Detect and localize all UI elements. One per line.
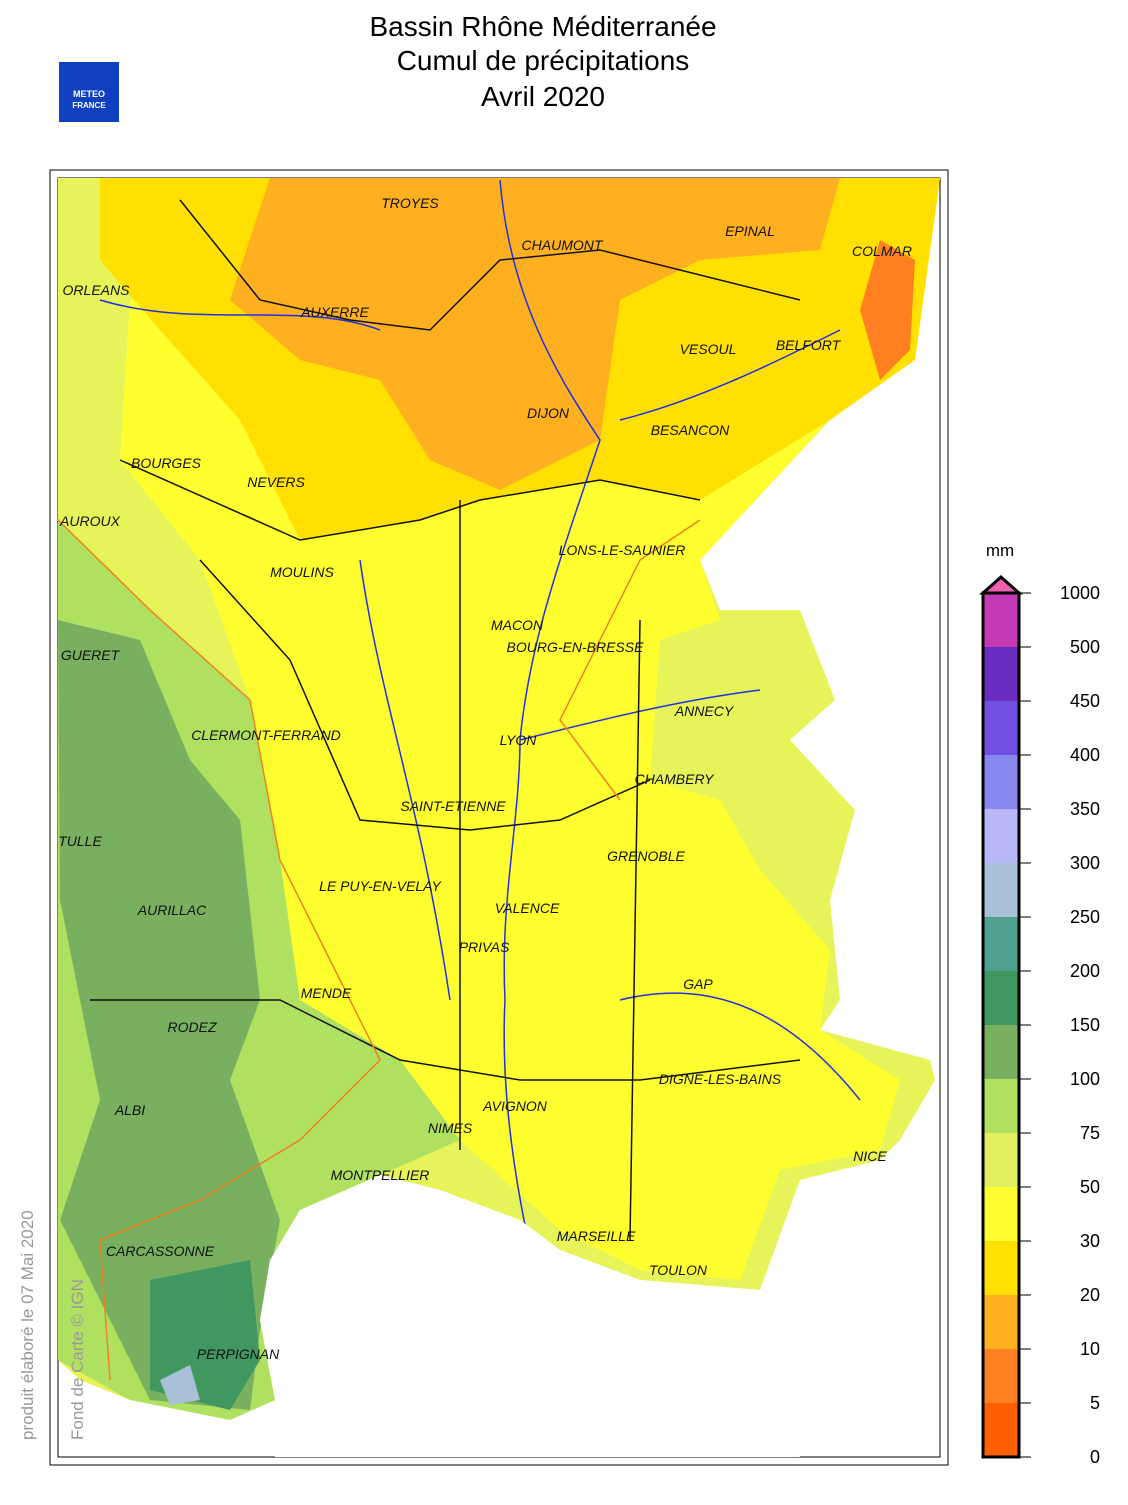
city-label: NEVERS <box>247 474 305 490</box>
city-label: ALBI <box>114 1102 145 1118</box>
city-label: BESANCON <box>651 422 730 438</box>
legend-swatch <box>983 755 1019 809</box>
legend-label: 300 <box>1070 853 1100 873</box>
city-label: MENDE <box>301 985 352 1001</box>
legend-swatch <box>983 917 1019 971</box>
legend-label: 400 <box>1070 745 1100 765</box>
city-label: RODEZ <box>168 1019 217 1035</box>
city-label: AUXERRE <box>300 304 369 320</box>
legend-swatch <box>983 809 1019 863</box>
city-label: MARSEILLE <box>557 1228 636 1244</box>
legend-label: 250 <box>1070 907 1100 927</box>
city-label: PERPIGNAN <box>197 1346 280 1362</box>
legend-label: 350 <box>1070 799 1100 819</box>
zone-peak <box>160 1365 200 1405</box>
legend-swatch <box>983 1403 1019 1457</box>
zone-very-wet <box>58 620 280 1410</box>
legend-swatch <box>983 1133 1019 1187</box>
city-label: CHAUMONT <box>522 237 604 253</box>
city-label: BELFORT <box>776 337 842 353</box>
legend-swatch <box>983 1349 1019 1403</box>
city-label: DIJON <box>527 405 570 421</box>
city-label: GRENOBLE <box>607 848 685 864</box>
legend-swatch <box>983 593 1019 647</box>
legend-label: 20 <box>1080 1285 1100 1305</box>
legend-label: 10 <box>1080 1339 1100 1359</box>
city-label: MONTPELLIER <box>331 1167 430 1183</box>
zone-extremely-dry <box>230 178 840 490</box>
legend-label: 500 <box>1070 637 1100 657</box>
borders <box>90 199 801 1241</box>
credit: produit élaboré le 07 Mai 2020 <box>18 1210 37 1440</box>
city-label: DIGNE-LES-BAINS <box>659 1071 782 1087</box>
city-label: GUERET <box>61 647 121 663</box>
legend-label: 200 <box>1070 961 1100 981</box>
title-line: Avril 2020 <box>481 81 605 112</box>
city-label: AVIGNON <box>482 1098 548 1114</box>
legend-unit: mm <box>986 541 1014 560</box>
legend-label: 50 <box>1080 1177 1100 1197</box>
zone-min <box>860 240 915 380</box>
legend-arrow <box>979 574 1023 595</box>
zone-dry <box>120 300 900 1280</box>
rivers <box>99 179 861 1226</box>
city-label: TULLE <box>58 833 102 849</box>
legend-swatch <box>983 1241 1019 1295</box>
legend-swatch <box>983 1079 1019 1133</box>
title-line: Cumul de précipitations <box>397 45 690 76</box>
city-label: EPINAL <box>725 223 775 239</box>
city-label: ORLEANS <box>63 282 131 298</box>
legend-label: 1000 <box>1060 583 1100 603</box>
city-label: BOURG-EN-BRESSE <box>507 639 645 655</box>
city-label: TROYES <box>381 195 439 211</box>
map-frame <box>49 169 949 1466</box>
legend-label: 5 <box>1090 1393 1100 1413</box>
legend-swatch <box>983 1295 1019 1349</box>
sea <box>260 1175 800 1457</box>
legend-label: 450 <box>1070 691 1100 711</box>
logo-text: FRANCE <box>72 101 106 110</box>
city-label: MOULINS <box>270 564 334 580</box>
city-label: LYON <box>500 732 538 748</box>
city-labels: TROYES CHAUMONT EPINAL COLMAR ORLEANS AUXERRE… <box>58 195 912 1362</box>
city-label: AURILLAC <box>137 902 207 918</box>
city-label: TOULON <box>649 1262 708 1278</box>
legend-swatch <box>983 1187 1019 1241</box>
city-label: BOURGES <box>131 455 202 471</box>
logo-text: METEO <box>73 89 105 99</box>
city-label: PRIVAS <box>459 939 510 955</box>
city-label: GAP <box>683 976 713 992</box>
city-label: LONS-LE-SAUNIER <box>559 542 686 558</box>
legend-label: 0 <box>1090 1447 1100 1467</box>
legend-swatch <box>983 863 1019 917</box>
city-label: NIMES <box>428 1120 473 1136</box>
map <box>57 178 940 1457</box>
credit: Fond de Carte © IGN <box>68 1279 87 1440</box>
city-label: CHAMBERY <box>635 771 715 787</box>
city-label: VALENCE <box>495 900 560 916</box>
city-label: COLMAR <box>852 243 912 259</box>
basin-boundary <box>57 519 701 1381</box>
city-label: VESOUL <box>680 341 737 357</box>
title-line: Bassin Rhône Méditerranée <box>369 11 716 42</box>
legend-swatch <box>983 701 1019 755</box>
city-label: MACON <box>491 617 544 633</box>
legend-label: 100 <box>1070 1069 1100 1089</box>
city-label: AUROUX <box>59 513 121 529</box>
city-label: CARCASSONNE <box>106 1243 215 1259</box>
city-label: CLERMONT-FERRAND <box>191 727 341 743</box>
legend-label: 75 <box>1080 1123 1100 1143</box>
legend-swatch <box>983 1025 1019 1079</box>
logo <box>59 62 119 122</box>
city-label: LE PUY-EN-VELAY <box>319 878 442 894</box>
legend-label: 150 <box>1070 1015 1100 1035</box>
legend-swatch <box>983 647 1019 701</box>
city-label: ANNECY <box>674 703 735 719</box>
city-label: SAINT-ETIENNE <box>400 798 506 814</box>
city-label: NICE <box>853 1148 887 1164</box>
legend-label: 30 <box>1080 1231 1100 1251</box>
legend: 1000500450400350300250200150100755030201… <box>979 574 1100 1467</box>
legend-swatch <box>983 971 1019 1025</box>
